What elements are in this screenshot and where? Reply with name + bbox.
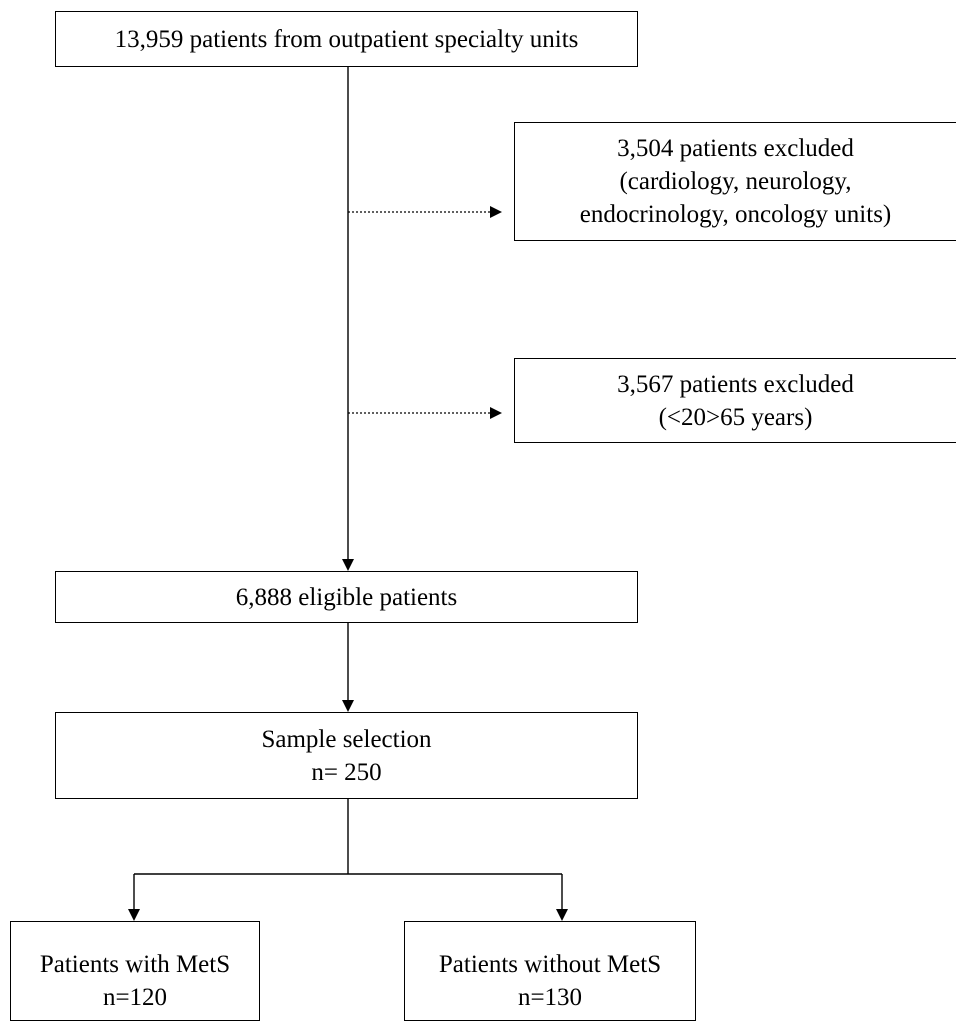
exclusion-age-reason: (<20>65 years) bbox=[658, 403, 813, 431]
sample-size: n= 250 bbox=[311, 758, 382, 786]
exclusion-specialty-count: 3,504 patients excluded bbox=[617, 135, 854, 162]
exclusion-age-count: 3,567 patients excluded bbox=[617, 370, 854, 398]
eligible-patients-text: 6,888 eligible patients bbox=[235, 583, 458, 611]
no-mets-group-label: Patients without MetS bbox=[438, 951, 662, 978]
mets-group-box: Patients with MetS n=120 bbox=[10, 921, 260, 1021]
source-population-box: 13,959 patients from outpatient specialt… bbox=[55, 11, 638, 67]
no-mets-group-size: n=130 bbox=[517, 984, 583, 1011]
exclusion-age-box: 3,567 patients excluded (<20>65 years) bbox=[514, 358, 956, 443]
exclusion-specialty-box: 3,504 patients excluded (cardiology, neu… bbox=[514, 122, 956, 241]
exclusion-specialty-reason-1: (cardiology, neurology, bbox=[619, 168, 852, 195]
source-population-text: 13,959 patients from outpatient specialt… bbox=[114, 25, 579, 53]
sample-selection-label: Sample selection bbox=[261, 725, 432, 753]
mets-group-label: Patients with MetS bbox=[39, 951, 231, 978]
eligible-patients-box: 6,888 eligible patients bbox=[55, 571, 638, 623]
sample-selection-box: Sample selection n= 250 bbox=[55, 712, 638, 799]
no-mets-group-box: Patients without MetS n=130 bbox=[404, 921, 696, 1021]
exclusion-specialty-reason-2: endocrinology, oncology units) bbox=[579, 201, 892, 228]
mets-group-size: n=120 bbox=[102, 984, 168, 1011]
